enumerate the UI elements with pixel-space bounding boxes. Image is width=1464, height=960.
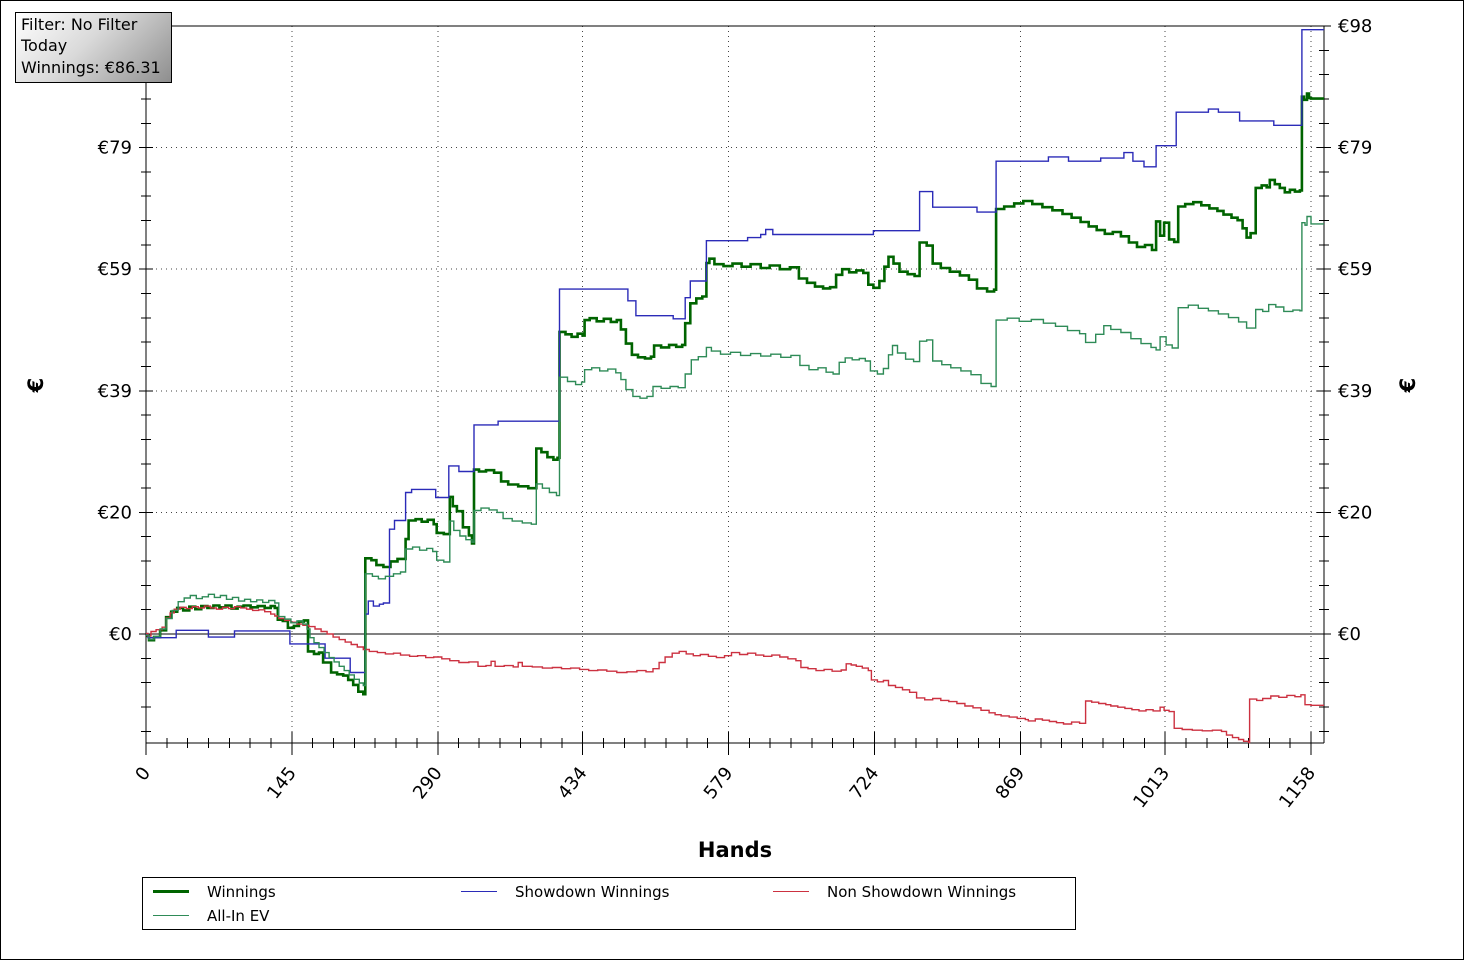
y-axis-title-left: €	[24, 378, 48, 394]
legend-item-showdown-winnings: Showdown Winnings	[461, 882, 773, 902]
x-tick-label: 145	[263, 763, 301, 803]
legend-swatch	[153, 915, 189, 916]
x-axis-title: Hands	[698, 838, 772, 862]
y-tick-label-left: €0	[109, 624, 132, 645]
y-tick-label-left: €20	[98, 502, 132, 523]
legend-label: All-In EV	[207, 906, 270, 925]
legend-swatch	[461, 891, 497, 892]
x-tick-label: 869	[991, 763, 1029, 803]
y-tick-label-right: €0	[1338, 624, 1361, 645]
y-tick-label-right: €79	[1338, 138, 1372, 159]
y-tick-label-left: €39	[98, 381, 132, 402]
legend-swatch	[773, 891, 809, 892]
tooltip-line: Today	[21, 36, 68, 56]
filter-tooltip: Filter: No Filter Today Winnings: €86.31	[15, 12, 172, 83]
x-tick-label: 1013	[1129, 763, 1174, 812]
legend: Winnings Showdown Winnings Non Showdown Wi…	[142, 877, 1076, 930]
y-axis-title-right: €	[1396, 378, 1420, 394]
x-tick-label: 724	[846, 763, 884, 803]
y-tick-label-right: €20	[1338, 502, 1372, 523]
legend-label: Non Showdown Winnings	[827, 882, 1017, 901]
series-winnings	[146, 92, 1324, 696]
legend-label: Winnings	[207, 882, 276, 901]
legend-swatch	[153, 890, 189, 893]
x-tick-label: 434	[554, 763, 592, 803]
legend-label: Showdown Winnings	[515, 882, 670, 901]
series-all-in-ev	[146, 215, 1324, 687]
legend-item-all-in-ev: All-In EV	[153, 906, 461, 926]
y-tick-label-right: €98	[1338, 16, 1372, 37]
tooltip-line: Winnings: €86.31	[21, 57, 161, 77]
y-tick-label-left: €59	[98, 259, 132, 280]
y-tick-label-right: €39	[1338, 381, 1372, 402]
legend-item-winnings: Winnings	[153, 882, 461, 902]
series-showdown-winnings	[146, 29, 1324, 674]
x-tick-label: 290	[409, 763, 447, 803]
y-tick-label-right: €59	[1338, 259, 1372, 280]
x-tick-label: 1158	[1275, 763, 1320, 812]
y-tick-label-left: €79	[98, 138, 132, 159]
legend-item-non-showdown-winnings: Non Showdown Winnings	[773, 882, 1075, 902]
x-tick-label: 579	[700, 763, 738, 803]
series-non-showdown-winnings	[146, 605, 1324, 744]
x-tick-label: 0	[131, 763, 155, 785]
tooltip-line: Filter: No Filter	[21, 15, 138, 34]
